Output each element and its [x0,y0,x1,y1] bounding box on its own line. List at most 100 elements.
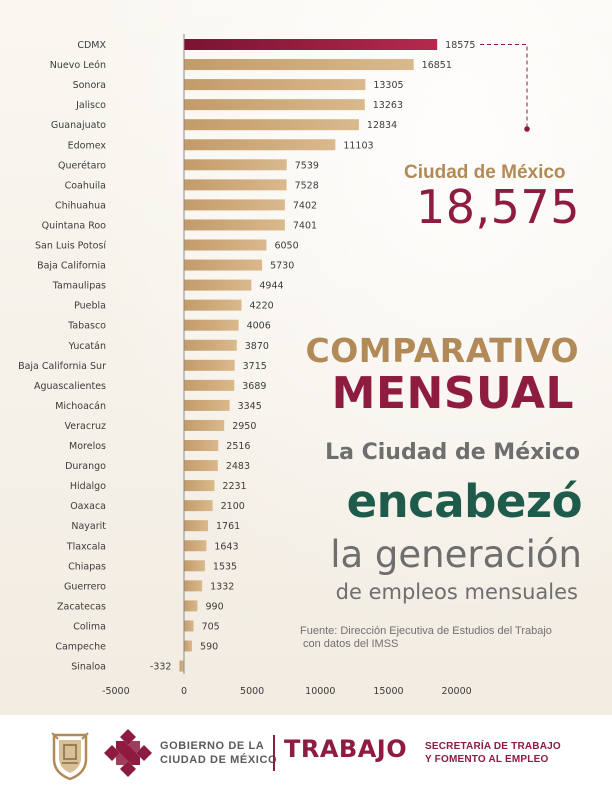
highlight-value: 18,575 [416,180,580,234]
value-label-durango: 2483 [226,461,250,472]
category-label-san-luis-potosi: San Luis Potosí [35,241,106,252]
value-label-hidalgo: 2231 [222,481,246,492]
value-label-sonora: 13305 [373,80,403,91]
value-label-tamaulipas: 4944 [259,281,283,292]
bar-tamaulipas [184,279,252,291]
category-label-quintana-roo: Quintana Roo [42,220,107,231]
value-label-sinaloa: -332 [150,662,172,673]
category-label-guanajuato: Guanajuato [51,120,106,131]
value-label-queretaro: 7539 [295,160,319,171]
value-label-yucatan: 3870 [245,341,269,352]
source-note: Fuente: Dirección Ejecutiva de Estudios … [300,625,612,651]
category-label-tabasco: Tabasco [67,321,106,332]
bar-quintana-roo [184,219,285,231]
category-label-colima: Colima [73,621,106,632]
x-tick-label: 10000 [305,686,335,697]
bar-cdmx [184,39,438,50]
footer-divider [273,735,275,771]
value-label-quintana-roo: 7401 [293,220,317,231]
gob-line-2: CIUDAD DE MÉXICO [160,754,278,766]
secretaria-line-1: SECRETARÍA DE TRABAJO [425,741,561,752]
category-label-nayarit: Nayarit [71,521,106,532]
highlight-leader-dot [524,126,530,132]
secretaria-line-2: Y FOMENTO AL EMPLEO [425,754,549,765]
trabajo-wordmark: TRABAJO [284,735,408,763]
category-label-nuevo-leon: Nuevo León [50,60,106,71]
value-label-aguascalientes: 3689 [242,381,266,392]
headline-comparativo: COMPARATIVO [305,331,579,370]
value-label-jalisco: 13263 [373,100,403,111]
value-label-colima: 705 [202,621,220,632]
category-label-morelos: Morelos [69,441,106,452]
bar-nuevo-leon [184,59,414,71]
bar-chart: CDMX 18575 Nuevo León 16851 Sonora 13305 Jalis… [18,34,530,697]
category-label-jalisco: Jalisco [75,100,106,111]
category-label-sonora: Sonora [73,80,106,91]
bar-oaxaca [184,500,213,512]
category-label-cdmx: CDMX [77,40,106,51]
bar-veracruz [184,419,225,431]
bar-sinaloa [179,660,184,672]
highlight-leader-line [480,44,528,129]
value-label-nayarit: 1761 [216,521,240,532]
footer: GOBIERNO DE LA CIUDAD DE MÉXICO TRABAJO … [0,715,612,791]
headline-subject: La Ciudad de México [325,440,580,465]
category-label-zacatecas: Zacatecas [57,601,106,612]
category-label-chihuahua: Chihuahua [55,200,106,211]
x-tick-label: 5000 [240,686,264,697]
headline-mensual: MENSUAL [331,368,574,419]
bar-guanajuato [184,119,359,131]
category-label-queretaro: Querétaro [58,160,106,171]
value-label-morelos: 2516 [226,441,250,452]
bar-tabasco [184,319,239,331]
coat-of-arms-icon [51,732,89,781]
headline-generacion: la generación [330,533,582,576]
category-label-campeche: Campeche [55,642,106,653]
bar-san-luis-potosi [184,239,267,251]
value-label-coahuila: 7528 [295,180,319,191]
x-tick-label: -5000 [102,686,130,697]
category-label-edomex: Edomex [68,140,107,151]
value-label-nuevo-leon: 16851 [422,60,452,71]
cdmx-logo-icon [104,729,152,777]
value-label-baja-california-sur: 3715 [243,361,267,372]
bar-chiapas [184,560,205,572]
bar-yucatan [184,339,237,351]
source-line-2: con datos del IMSS [303,638,399,650]
value-label-oaxaca: 2100 [221,501,245,512]
bar-chihuahua [184,199,285,211]
value-label-tlaxcala: 1643 [214,541,238,552]
value-label-san-luis-potosi: 6050 [274,241,298,252]
category-label-durango: Durango [65,461,106,472]
bar-baja-california [184,259,263,271]
bar-jalisco [184,99,365,111]
bar-colima [184,620,194,632]
bar-puebla [184,299,242,311]
bar-nayarit [184,520,209,532]
value-label-michoacan: 3345 [238,401,262,412]
bar-queretaro [184,159,287,171]
category-label-baja-california: Baja California [37,261,106,272]
value-label-cdmx: 18575 [445,40,475,51]
bar-morelos [184,440,219,451]
bar-sonora [184,79,366,91]
bar-coahuila [184,179,287,191]
category-label-hidalgo: Hidalgo [70,481,106,492]
value-label-baja-california: 5730 [270,261,294,272]
gob-line-1: GOBIERNO DE LA [160,740,265,752]
x-tick-label: 0 [181,686,187,697]
headline-encabezo: encabezó [346,475,583,528]
category-label-michoacan: Michoacán [55,401,106,412]
bar-hidalgo [184,480,215,492]
category-label-coahuila: Coahuila [65,180,106,191]
x-tick-label: 15000 [373,686,403,697]
highlight-title: Ciudad de México [404,162,566,183]
category-label-baja-california-sur: Baja California Sur [18,361,106,372]
category-label-yucatan: Yucatán [68,341,106,352]
value-label-tabasco: 4006 [247,321,271,332]
value-label-campeche: 590 [200,642,218,653]
bar-aguascalientes [184,379,235,391]
value-label-veracruz: 2950 [232,421,256,432]
bar-michoacan [184,399,230,411]
value-label-guanajuato: 12834 [367,120,397,131]
